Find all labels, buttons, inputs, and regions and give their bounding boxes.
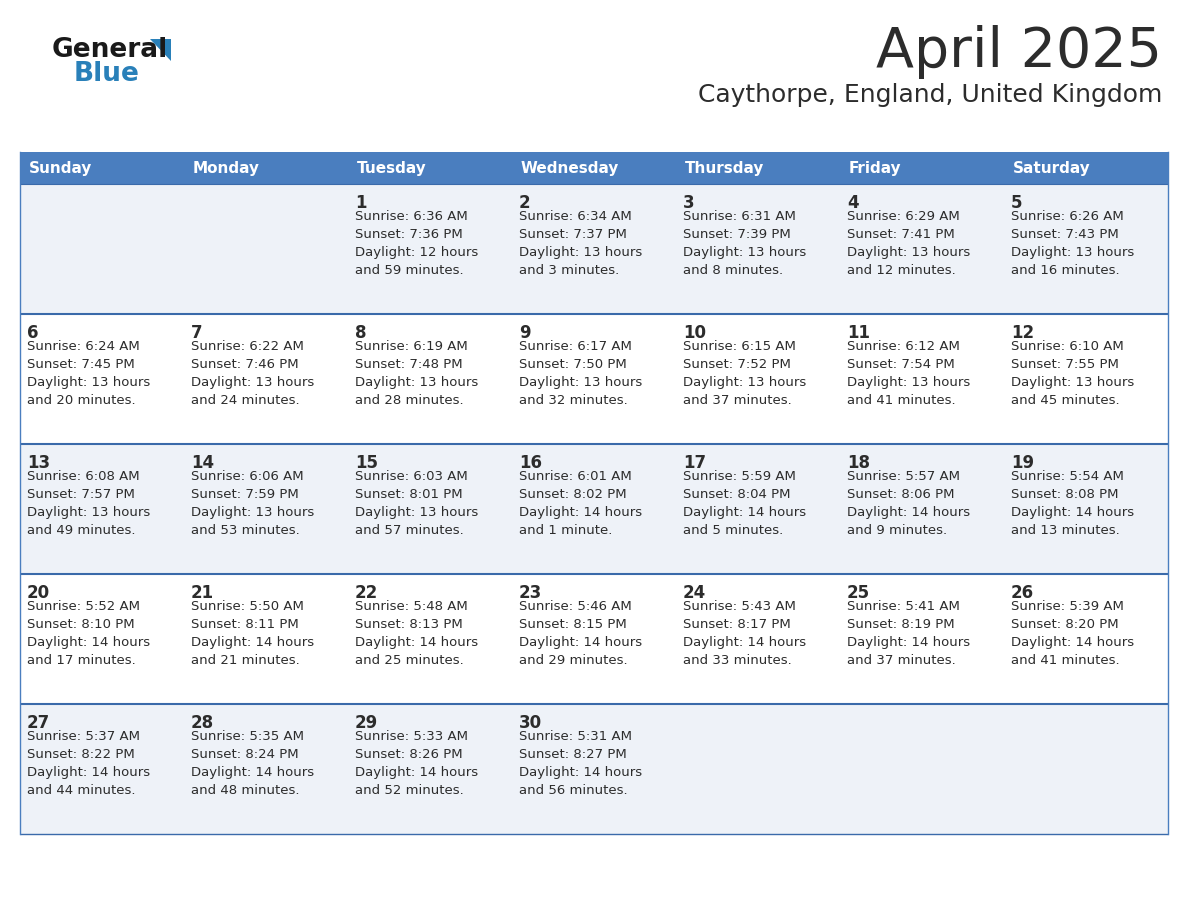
- Text: 13: 13: [27, 454, 50, 472]
- Text: Sunrise: 6:22 AM
Sunset: 7:46 PM
Daylight: 13 hours
and 24 minutes.: Sunrise: 6:22 AM Sunset: 7:46 PM Dayligh…: [191, 340, 315, 407]
- Bar: [1004, 152, 1168, 184]
- Text: Sunrise: 6:15 AM
Sunset: 7:52 PM
Daylight: 13 hours
and 37 minutes.: Sunrise: 6:15 AM Sunset: 7:52 PM Dayligh…: [683, 340, 807, 407]
- Text: Sunrise: 6:26 AM
Sunset: 7:43 PM
Daylight: 13 hours
and 16 minutes.: Sunrise: 6:26 AM Sunset: 7:43 PM Dayligh…: [1011, 210, 1135, 277]
- Text: 25: 25: [847, 584, 870, 602]
- Text: 10: 10: [683, 324, 706, 342]
- Text: Thursday: Thursday: [685, 161, 764, 175]
- Text: Sunrise: 5:41 AM
Sunset: 8:19 PM
Daylight: 14 hours
and 37 minutes.: Sunrise: 5:41 AM Sunset: 8:19 PM Dayligh…: [847, 600, 971, 667]
- Bar: [20, 704, 1168, 834]
- Text: 7: 7: [191, 324, 203, 342]
- Polygon shape: [150, 39, 171, 61]
- Text: Sunrise: 6:06 AM
Sunset: 7:59 PM
Daylight: 13 hours
and 53 minutes.: Sunrise: 6:06 AM Sunset: 7:59 PM Dayligh…: [191, 470, 315, 537]
- Text: Sunrise: 5:59 AM
Sunset: 8:04 PM
Daylight: 14 hours
and 5 minutes.: Sunrise: 5:59 AM Sunset: 8:04 PM Dayligh…: [683, 470, 807, 537]
- Bar: [840, 152, 1004, 184]
- Text: 24: 24: [683, 584, 706, 602]
- Text: 21: 21: [191, 584, 214, 602]
- Text: 26: 26: [1011, 584, 1034, 602]
- Text: 18: 18: [847, 454, 870, 472]
- Text: Sunrise: 6:08 AM
Sunset: 7:57 PM
Daylight: 13 hours
and 49 minutes.: Sunrise: 6:08 AM Sunset: 7:57 PM Dayligh…: [27, 470, 150, 537]
- Text: Sunrise: 5:35 AM
Sunset: 8:24 PM
Daylight: 14 hours
and 48 minutes.: Sunrise: 5:35 AM Sunset: 8:24 PM Dayligh…: [191, 730, 314, 797]
- Text: 9: 9: [519, 324, 531, 342]
- Text: 4: 4: [847, 194, 859, 212]
- Bar: [20, 444, 1168, 574]
- Text: 29: 29: [355, 714, 378, 732]
- Text: Caythorpe, England, United Kingdom: Caythorpe, England, United Kingdom: [697, 83, 1162, 107]
- Text: 30: 30: [519, 714, 542, 732]
- Text: Sunrise: 5:54 AM
Sunset: 8:08 PM
Daylight: 14 hours
and 13 minutes.: Sunrise: 5:54 AM Sunset: 8:08 PM Dayligh…: [1011, 470, 1135, 537]
- Text: 15: 15: [355, 454, 378, 472]
- Text: Monday: Monday: [192, 161, 260, 175]
- Text: Sunrise: 6:24 AM
Sunset: 7:45 PM
Daylight: 13 hours
and 20 minutes.: Sunrise: 6:24 AM Sunset: 7:45 PM Dayligh…: [27, 340, 150, 407]
- Text: 22: 22: [355, 584, 378, 602]
- Text: 1: 1: [355, 194, 367, 212]
- Bar: [184, 152, 348, 184]
- Text: Sunrise: 6:10 AM
Sunset: 7:55 PM
Daylight: 13 hours
and 45 minutes.: Sunrise: 6:10 AM Sunset: 7:55 PM Dayligh…: [1011, 340, 1135, 407]
- Text: 14: 14: [191, 454, 214, 472]
- Text: 6: 6: [27, 324, 38, 342]
- Text: Sunrise: 6:36 AM
Sunset: 7:36 PM
Daylight: 12 hours
and 59 minutes.: Sunrise: 6:36 AM Sunset: 7:36 PM Dayligh…: [355, 210, 479, 277]
- Bar: [676, 152, 840, 184]
- Bar: [512, 152, 676, 184]
- Text: Friday: Friday: [849, 161, 902, 175]
- Text: 27: 27: [27, 714, 50, 732]
- Text: Tuesday: Tuesday: [358, 161, 426, 175]
- Text: General: General: [52, 37, 169, 63]
- Text: 11: 11: [847, 324, 870, 342]
- Text: Sunrise: 5:52 AM
Sunset: 8:10 PM
Daylight: 14 hours
and 17 minutes.: Sunrise: 5:52 AM Sunset: 8:10 PM Dayligh…: [27, 600, 150, 667]
- Text: Sunrise: 5:48 AM
Sunset: 8:13 PM
Daylight: 14 hours
and 25 minutes.: Sunrise: 5:48 AM Sunset: 8:13 PM Dayligh…: [355, 600, 478, 667]
- Text: 28: 28: [191, 714, 214, 732]
- Bar: [20, 184, 1168, 314]
- Text: Sunrise: 5:37 AM
Sunset: 8:22 PM
Daylight: 14 hours
and 44 minutes.: Sunrise: 5:37 AM Sunset: 8:22 PM Dayligh…: [27, 730, 150, 797]
- Text: Sunrise: 6:17 AM
Sunset: 7:50 PM
Daylight: 13 hours
and 32 minutes.: Sunrise: 6:17 AM Sunset: 7:50 PM Dayligh…: [519, 340, 643, 407]
- Text: Sunrise: 6:29 AM
Sunset: 7:41 PM
Daylight: 13 hours
and 12 minutes.: Sunrise: 6:29 AM Sunset: 7:41 PM Dayligh…: [847, 210, 971, 277]
- Text: 5: 5: [1011, 194, 1023, 212]
- Text: Sunrise: 5:33 AM
Sunset: 8:26 PM
Daylight: 14 hours
and 52 minutes.: Sunrise: 5:33 AM Sunset: 8:26 PM Dayligh…: [355, 730, 478, 797]
- Text: Sunrise: 5:57 AM
Sunset: 8:06 PM
Daylight: 14 hours
and 9 minutes.: Sunrise: 5:57 AM Sunset: 8:06 PM Dayligh…: [847, 470, 971, 537]
- Text: 2: 2: [519, 194, 531, 212]
- Text: Sunrise: 5:50 AM
Sunset: 8:11 PM
Daylight: 14 hours
and 21 minutes.: Sunrise: 5:50 AM Sunset: 8:11 PM Dayligh…: [191, 600, 314, 667]
- Text: Sunrise: 6:19 AM
Sunset: 7:48 PM
Daylight: 13 hours
and 28 minutes.: Sunrise: 6:19 AM Sunset: 7:48 PM Dayligh…: [355, 340, 479, 407]
- Text: Sunrise: 6:31 AM
Sunset: 7:39 PM
Daylight: 13 hours
and 8 minutes.: Sunrise: 6:31 AM Sunset: 7:39 PM Dayligh…: [683, 210, 807, 277]
- Text: Sunrise: 5:46 AM
Sunset: 8:15 PM
Daylight: 14 hours
and 29 minutes.: Sunrise: 5:46 AM Sunset: 8:15 PM Dayligh…: [519, 600, 643, 667]
- Bar: [348, 152, 512, 184]
- Text: 19: 19: [1011, 454, 1034, 472]
- Text: Sunrise: 6:34 AM
Sunset: 7:37 PM
Daylight: 13 hours
and 3 minutes.: Sunrise: 6:34 AM Sunset: 7:37 PM Dayligh…: [519, 210, 643, 277]
- Text: 3: 3: [683, 194, 695, 212]
- Bar: [20, 152, 184, 184]
- Text: Saturday: Saturday: [1013, 161, 1091, 175]
- Text: Sunrise: 6:03 AM
Sunset: 8:01 PM
Daylight: 13 hours
and 57 minutes.: Sunrise: 6:03 AM Sunset: 8:01 PM Dayligh…: [355, 470, 479, 537]
- Bar: [20, 314, 1168, 444]
- Text: Sunrise: 5:43 AM
Sunset: 8:17 PM
Daylight: 14 hours
and 33 minutes.: Sunrise: 5:43 AM Sunset: 8:17 PM Dayligh…: [683, 600, 807, 667]
- Text: Blue: Blue: [74, 61, 140, 87]
- Text: 17: 17: [683, 454, 706, 472]
- Text: 12: 12: [1011, 324, 1034, 342]
- Text: Sunday: Sunday: [29, 161, 93, 175]
- Text: Sunrise: 5:39 AM
Sunset: 8:20 PM
Daylight: 14 hours
and 41 minutes.: Sunrise: 5:39 AM Sunset: 8:20 PM Dayligh…: [1011, 600, 1135, 667]
- Text: Sunrise: 5:31 AM
Sunset: 8:27 PM
Daylight: 14 hours
and 56 minutes.: Sunrise: 5:31 AM Sunset: 8:27 PM Dayligh…: [519, 730, 643, 797]
- Text: Sunrise: 6:12 AM
Sunset: 7:54 PM
Daylight: 13 hours
and 41 minutes.: Sunrise: 6:12 AM Sunset: 7:54 PM Dayligh…: [847, 340, 971, 407]
- Text: 8: 8: [355, 324, 367, 342]
- Text: 23: 23: [519, 584, 542, 602]
- Bar: [20, 574, 1168, 704]
- Text: 16: 16: [519, 454, 542, 472]
- Text: Sunrise: 6:01 AM
Sunset: 8:02 PM
Daylight: 14 hours
and 1 minute.: Sunrise: 6:01 AM Sunset: 8:02 PM Dayligh…: [519, 470, 643, 537]
- Text: 20: 20: [27, 584, 50, 602]
- Text: April 2025: April 2025: [876, 25, 1162, 79]
- Text: Wednesday: Wednesday: [522, 161, 619, 175]
